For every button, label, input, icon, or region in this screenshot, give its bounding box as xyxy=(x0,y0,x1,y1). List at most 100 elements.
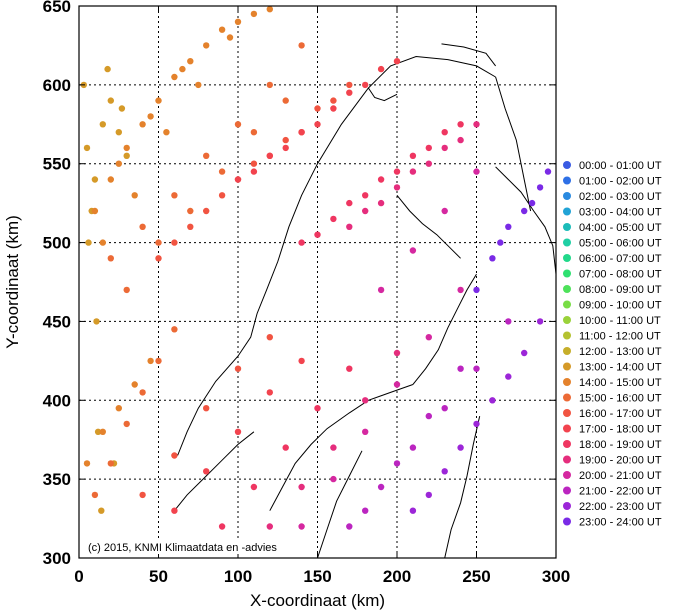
data-point xyxy=(425,412,432,420)
x-axis: 0 50 100 150 200 250 300 xyxy=(74,6,570,586)
data-point xyxy=(441,405,448,412)
data-point xyxy=(171,326,178,333)
coastline-segment xyxy=(412,273,477,385)
data-point xyxy=(362,81,369,89)
data-point xyxy=(282,97,289,104)
coastline-segment xyxy=(317,450,363,559)
data-point xyxy=(425,334,432,341)
data-point xyxy=(298,42,305,49)
coastline-segment xyxy=(396,194,461,259)
data-point xyxy=(147,357,154,365)
legend-marker xyxy=(563,176,571,185)
data-point xyxy=(99,121,107,128)
data-point xyxy=(234,365,242,372)
legend-marker xyxy=(563,285,571,293)
data-point xyxy=(330,475,337,483)
data-point xyxy=(377,176,385,183)
data-point xyxy=(250,483,258,491)
coastline-segment xyxy=(441,43,496,67)
data-point xyxy=(346,223,353,230)
data-point xyxy=(282,136,289,144)
legend-label: 16:00 - 17:00 UT xyxy=(579,408,662,420)
data-point xyxy=(346,199,353,207)
data-point xyxy=(473,168,480,175)
data-point xyxy=(473,121,480,128)
data-point xyxy=(457,286,464,294)
coastline-segment xyxy=(269,384,414,511)
data-point xyxy=(218,192,226,199)
data-point xyxy=(314,121,321,128)
data-point xyxy=(425,491,432,499)
data-point xyxy=(139,223,146,230)
legend-label: 11:00 - 12:00 UT xyxy=(579,331,661,343)
legend-label: 21:00 - 22:00 UT xyxy=(579,486,662,498)
y-tick-label: 550 xyxy=(43,155,71,174)
data-point xyxy=(203,468,210,475)
data-point xyxy=(457,365,464,372)
data-point xyxy=(266,152,273,159)
legend-label: 12:00 - 13:00 UT xyxy=(579,346,662,358)
data-point xyxy=(528,199,536,207)
data-point xyxy=(155,97,162,104)
data-point xyxy=(298,357,305,365)
legend-marker xyxy=(563,223,571,231)
data-point xyxy=(473,286,480,294)
data-point xyxy=(497,239,504,246)
data-point xyxy=(409,507,417,514)
data-point xyxy=(107,176,115,183)
data-point xyxy=(250,10,258,18)
coastline-segment xyxy=(495,76,532,212)
data-point xyxy=(187,207,194,215)
grid xyxy=(79,6,556,558)
copyright-background xyxy=(85,539,280,554)
data-point xyxy=(91,207,99,215)
data-point xyxy=(409,168,417,175)
data-point xyxy=(94,428,102,435)
data-point xyxy=(377,65,385,73)
data-point xyxy=(203,405,210,412)
data-point xyxy=(362,397,369,404)
y-tick-label: 650 xyxy=(43,0,71,16)
legend-marker xyxy=(563,378,571,386)
legend-marker xyxy=(563,316,571,324)
legend-label: 05:00 - 06:00 UT xyxy=(579,238,662,250)
legend-label: 10:00 - 11:00 UT xyxy=(579,315,661,327)
legend-marker xyxy=(563,207,571,216)
data-point xyxy=(330,105,337,112)
legend-marker xyxy=(563,455,571,464)
data-point xyxy=(377,199,385,207)
data-point xyxy=(393,381,401,388)
data-point xyxy=(218,523,226,530)
data-point xyxy=(155,255,162,262)
data-point xyxy=(123,286,130,294)
legend-marker xyxy=(563,409,571,417)
data-point xyxy=(266,389,273,396)
x-tick-label: 200 xyxy=(383,567,411,586)
data-point xyxy=(362,428,369,435)
data-point xyxy=(393,58,401,65)
data-point xyxy=(536,184,544,191)
legend-label: 19:00 - 20:00 UT xyxy=(579,455,662,467)
legend-marker xyxy=(563,192,571,200)
data-point xyxy=(441,144,448,152)
data-point xyxy=(203,152,210,159)
data-point xyxy=(330,97,337,104)
data-point xyxy=(362,507,369,514)
data-point xyxy=(250,160,258,167)
data-point xyxy=(425,144,432,152)
legend-label: 08:00 - 09:00 UT xyxy=(579,284,662,296)
x-tick-label: 150 xyxy=(303,567,331,586)
data-point xyxy=(163,129,170,136)
coastline-segment xyxy=(174,431,255,512)
legend-label: 18:00 - 19:00 UT xyxy=(579,439,662,451)
data-point xyxy=(147,113,154,120)
coastline-segment xyxy=(495,166,557,275)
data-point xyxy=(544,168,552,175)
legend-marker xyxy=(563,347,571,355)
data-point xyxy=(107,460,115,467)
legend-label: 03:00 - 04:00 UT xyxy=(579,207,662,219)
data-point xyxy=(473,420,480,428)
data-point xyxy=(115,405,123,412)
data-point xyxy=(314,405,321,412)
data-point xyxy=(83,144,91,152)
